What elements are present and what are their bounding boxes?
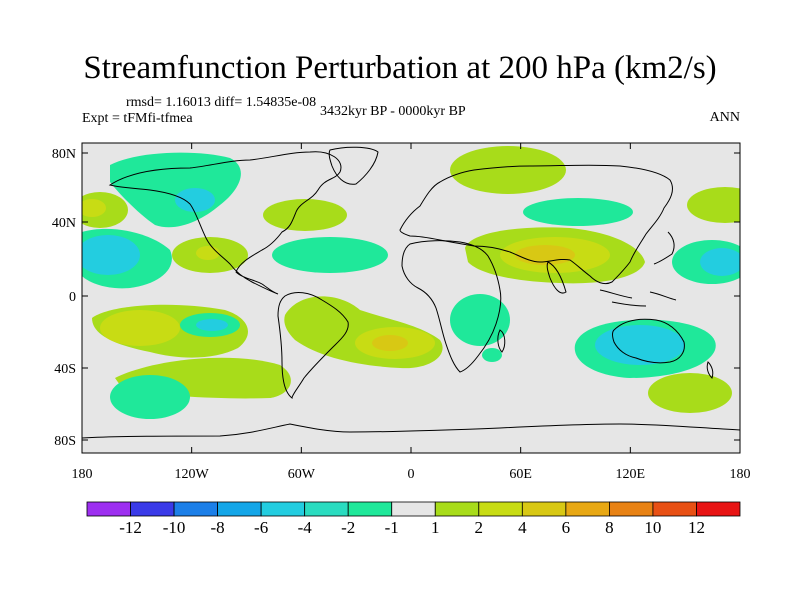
coast-new-zealand [706,361,714,379]
anomaly-labrador [263,199,347,231]
period-label: 3432kyr BP - 0000kyr BP [320,104,466,119]
map-title: Streamfunction Perturbation at 200 hPa (… [83,50,717,86]
colorbar-label: 1 [431,518,440,537]
anomaly-east-africa [450,294,510,346]
colorbar-label: 6 [562,518,571,537]
lon-label: 60E [509,467,532,482]
coast-indonesia [599,289,677,307]
anomaly-central-pacific-core [82,235,140,275]
coastlines [82,146,740,439]
colorbar-swatch [260,501,306,517]
colorbar-label: 8 [605,518,614,537]
anomaly-central-asia [523,198,633,226]
lon-label: 180 [730,467,751,482]
colorbar-swatch [565,501,610,517]
axes: 80N 40N 0 40S 80S 180 120W 60W 0 60E 120E 180 [52,143,751,482]
coast-south-america [277,292,349,399]
anomaly-field [82,146,740,419]
anomaly-southern-ocean-pacific [110,375,190,419]
anomaly-atlantic-25n [272,237,388,273]
coast-north-america [108,151,342,295]
colorbar-swatch [391,501,436,517]
colorbar-label: -8 [211,518,225,537]
colorbar-swatch [434,501,480,517]
anomaly-south-pacific-cyan-core [196,319,228,331]
anomaly-dateline-50n-core [82,199,106,217]
anomaly-siberia [450,146,566,194]
colorbar-swatch [86,501,131,517]
coast-japan [653,231,675,265]
lon-label: 120E [616,467,646,482]
lon-label: 60W [288,467,316,482]
lon-label: 180 [72,467,93,482]
anomaly-northeast-pacific [687,187,740,223]
colorbar-swatch [652,501,697,517]
anomaly-south-atlantic-inner [372,335,408,351]
lon-label: 0 [408,467,415,482]
colorbar-swatch [304,501,349,517]
coast-australia [612,318,685,364]
anomaly-south-pacific-core [100,310,180,346]
experiment-label: Expt = tFMfi-tfmea [82,111,193,126]
rmsd-stats: rmsd= 1.16013 diff= 1.54835e-08 [126,95,317,110]
coast-greenland [328,146,379,185]
colorbar-label: -1 [385,518,399,537]
colorbar-label: -2 [341,518,355,537]
colorbar: -12 -10 -8 -6 -4 -2 -1 1 2 4 6 8 10 12 [86,501,741,537]
colorbar-label: -12 [119,518,142,537]
coast-india [546,261,567,294]
colorbar-swatch [347,501,393,517]
colorbar-label: 12 [688,518,705,537]
colorbar-swatch [696,501,741,517]
lat-label: 80N [52,147,76,162]
colorbar-swatch [609,501,654,517]
anomaly-south-of-nz [648,373,732,413]
coast-africa [401,240,502,373]
lat-label: 40N [52,216,76,231]
colorbar-swatch [217,501,262,517]
anomaly-madagascar [482,348,502,362]
anomaly-northeast-pacific-core [700,248,740,276]
colorbar-label: 10 [644,518,661,537]
lat-label: 40S [54,362,76,377]
lat-label: 0 [69,290,76,305]
anomaly-north-pacific-core [175,188,215,212]
colorbar-label: -6 [254,518,268,537]
coast-madagascar [497,329,506,353]
anomaly-australia-core [595,325,685,365]
colorbar-swatch [478,501,523,517]
colorbar-label: -4 [298,518,313,537]
lon-label: 120W [175,467,210,482]
colorbar-label: 4 [518,518,527,537]
season-label: ANN [709,110,740,125]
colorbar-swatch [130,501,175,517]
colorbar-label: 2 [475,518,484,537]
colorbar-swatch [521,501,567,517]
lat-label: 80S [54,434,76,449]
coast-antarctica [82,423,740,439]
colorbar-swatch [173,501,218,517]
anomaly-mexico-core [196,246,220,260]
colorbar-label: -10 [163,518,186,537]
